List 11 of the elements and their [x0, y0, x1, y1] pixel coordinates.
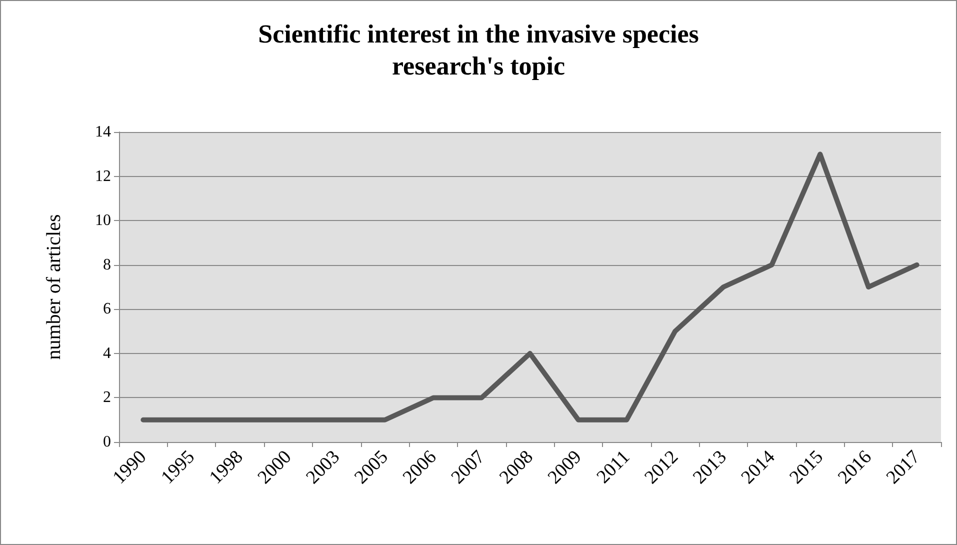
y-tick-label: 0	[103, 434, 111, 450]
chart-title: Scientific interest in the invasive species research's topic	[258, 20, 699, 80]
y-tick-label: 6	[103, 300, 111, 318]
y-axis-title: number of articles	[43, 214, 65, 360]
y-tick-label: 12	[95, 168, 111, 185]
y-tick-label: 14	[95, 124, 111, 140]
y-tick-label: 8	[103, 256, 111, 274]
x-tick-label: 2011	[592, 446, 634, 488]
y-tick-label: 2	[103, 389, 111, 406]
y-tick-label: 10	[95, 212, 111, 230]
y-tick-label: 4	[103, 344, 111, 362]
